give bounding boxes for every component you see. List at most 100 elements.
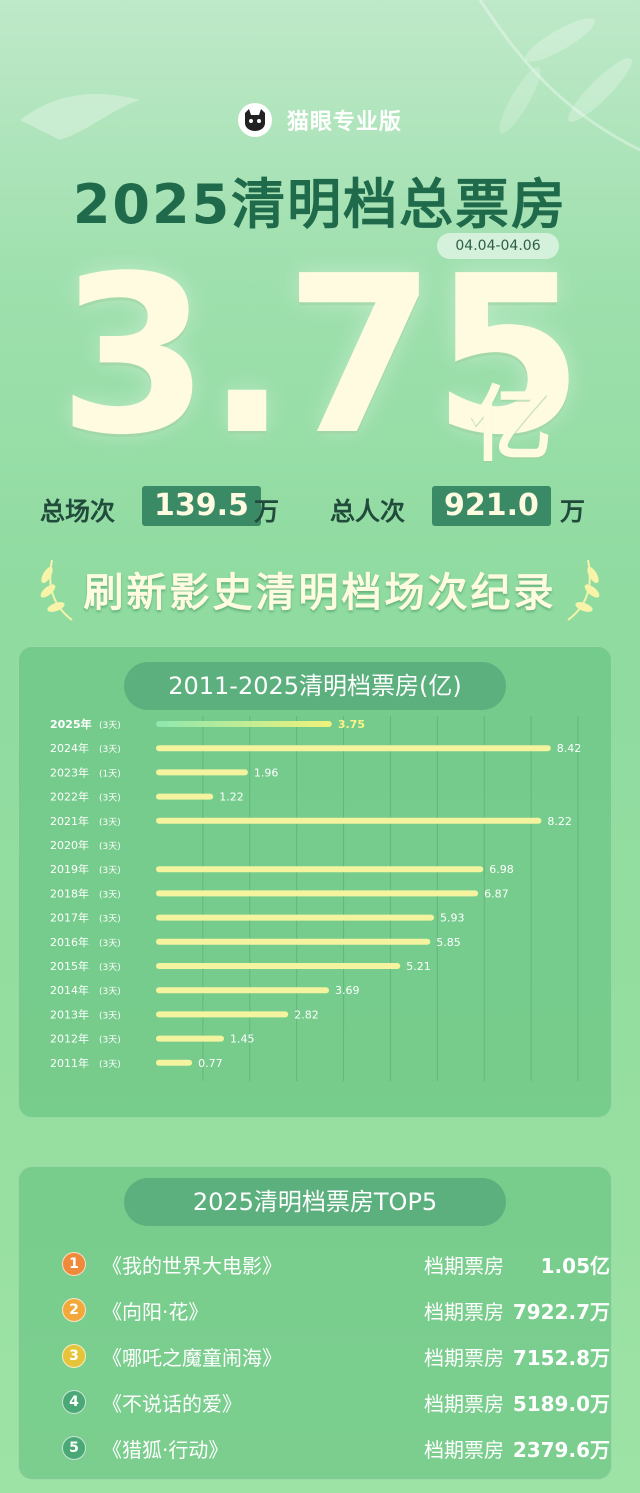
chart-title: 2011-2025清明档票房(亿) [124, 662, 506, 710]
top5-row: 5 《猎狐·行动》 档期票房 2379.6万 [62, 1434, 622, 1464]
category-label: 2025年 [50, 717, 92, 731]
value-label: 2.82 [294, 1008, 319, 1021]
rank-badge: 2 [62, 1298, 86, 1322]
bar [156, 914, 435, 921]
rank-badge: 3 [62, 1344, 86, 1368]
top5-row: 3 《哪吒之魔童闹海》 档期票房 7152.8万 [62, 1342, 622, 1372]
value-label: 1.22 [219, 791, 244, 804]
film-title: 《向阳·花》 [102, 1300, 209, 1324]
value-label: 1.96 [254, 766, 279, 779]
brand: 猫眼专业版 [0, 103, 640, 137]
film-gross: 5189.0万 [512, 1392, 610, 1416]
total-box-office-value: 3.75 [58, 230, 584, 483]
admissions-unit: 万 [560, 497, 586, 526]
rank-badge: 4 [62, 1390, 86, 1414]
category-label: 2013年 [50, 1007, 89, 1021]
film-title: 《猎狐·行动》 [102, 1438, 229, 1462]
category-label: 2024年 [50, 741, 89, 755]
category-label: 2020年 [50, 838, 89, 852]
category-sublabel: (3天) [99, 890, 121, 900]
category-sublabel: (3天) [99, 866, 121, 876]
cat-logo-icon [238, 103, 273, 137]
category-label: 2019年 [50, 862, 89, 876]
rank-badge: 5 [62, 1436, 86, 1460]
value-label: 3.75 [338, 718, 365, 731]
film-title: 《不说话的爱》 [102, 1392, 242, 1416]
top5-row: 2 《向阳·花》 档期票房 7922.7万 [62, 1296, 622, 1326]
film-gross: 7152.8万 [512, 1346, 610, 1370]
category-sublabel: (3天) [99, 794, 121, 804]
date-range-badge: 04.04-04.06 [437, 233, 559, 259]
film-gross: 1.05亿 [540, 1254, 610, 1278]
category-sublabel: (3天) [99, 1060, 121, 1070]
category-sublabel: (3天) [99, 1011, 121, 1021]
bar [156, 745, 551, 752]
category-label: 2022年 [50, 790, 89, 804]
category-label: 2018年 [50, 886, 89, 900]
category-label: 2011年 [50, 1056, 89, 1070]
period-label: 档期票房 [424, 1300, 504, 1324]
category-label: 2016年 [50, 935, 89, 949]
category-sublabel: (3天) [99, 721, 121, 731]
value-label: 6.98 [489, 863, 513, 876]
period-label: 档期票房 [424, 1346, 504, 1370]
screenings-unit: 万 [254, 497, 280, 526]
category-label: 2023年 [50, 765, 89, 779]
period-label: 档期票房 [424, 1392, 504, 1416]
bar [156, 987, 330, 994]
period-label: 档期票房 [424, 1254, 504, 1278]
brand-name: 猫眼专业版 [286, 110, 402, 135]
category-sublabel: (3天) [99, 939, 121, 949]
value-label: 5.93 [440, 912, 465, 925]
value-label: 6.87 [484, 887, 509, 900]
category-label: 2015年 [50, 959, 89, 973]
category-sublabel: (3天) [99, 963, 121, 973]
top5-row: 1 《我的世界大电影》 档期票房 1.05亿 [62, 1250, 622, 1280]
total-box-office-unit: 亿 [470, 378, 553, 473]
top5-panel: 2025清明档票房TOP5 1 《我的世界大电影》 档期票房 1.05亿 2 《向阳·花》… [18, 1166, 612, 1480]
value-label: 3.69 [335, 984, 360, 997]
top5-row: 4 《不说话的爱》 档期票房 5189.0万 [62, 1388, 622, 1418]
value-label: 5.85 [436, 936, 461, 949]
category-sublabel: (3天) [99, 987, 121, 997]
value-label: 0.77 [198, 1057, 223, 1070]
category-label: 2017年 [50, 911, 89, 925]
history-chart-panel: 2011-2025清明档票房(亿) 2025年 (3天) 3.75 2024年 (3天)… [18, 646, 612, 1118]
film-title: 《哪吒之魔童闹海》 [102, 1346, 282, 1370]
value-label: 8.22 [547, 815, 572, 828]
rank-badge: 1 [62, 1252, 86, 1276]
admissions-label: 总人次 [330, 497, 406, 526]
category-label: 2021年 [50, 814, 89, 828]
category-sublabel: (3天) [99, 1036, 121, 1046]
bar [156, 817, 542, 824]
admissions-value: 921.0 [432, 486, 551, 526]
bar [156, 890, 479, 897]
film-title: 《我的世界大电影》 [102, 1254, 282, 1278]
screenings-value: 139.5 [142, 486, 261, 526]
bar [156, 1059, 193, 1066]
category-sublabel: (1天) [99, 769, 121, 779]
period-label: 档期票房 [424, 1438, 504, 1462]
category-sublabel: (3天) [99, 745, 121, 755]
category-label: 2014年 [50, 983, 89, 997]
screenings-label: 总场次 [40, 497, 116, 526]
film-gross: 2379.6万 [512, 1438, 610, 1462]
bar [156, 938, 431, 945]
film-gross: 7922.7万 [512, 1300, 610, 1324]
record-banner: 刷新影史清明档场次纪录 [83, 570, 557, 616]
category-sublabel: (3天) [99, 842, 121, 852]
bar [156, 721, 332, 727]
bar [156, 1035, 224, 1042]
top5-title: 2025清明档票房TOP5 [124, 1178, 506, 1226]
box-office-bar-chart: 2025年 (3天) 3.75 2024年 (3天) 8.42 2023年 (1天) 1.96 2… [50, 716, 582, 1081]
page-title: 2025清明档总票房 [72, 173, 568, 236]
value-label: 1.45 [230, 1033, 255, 1046]
category-sublabel: (3天) [99, 915, 121, 925]
category-sublabel: (3天) [99, 818, 121, 828]
bar [156, 866, 484, 873]
value-label: 8.42 [557, 742, 582, 755]
category-label: 2012年 [50, 1032, 89, 1046]
bar [156, 963, 401, 969]
bar [156, 1011, 289, 1018]
bar [156, 793, 214, 800]
